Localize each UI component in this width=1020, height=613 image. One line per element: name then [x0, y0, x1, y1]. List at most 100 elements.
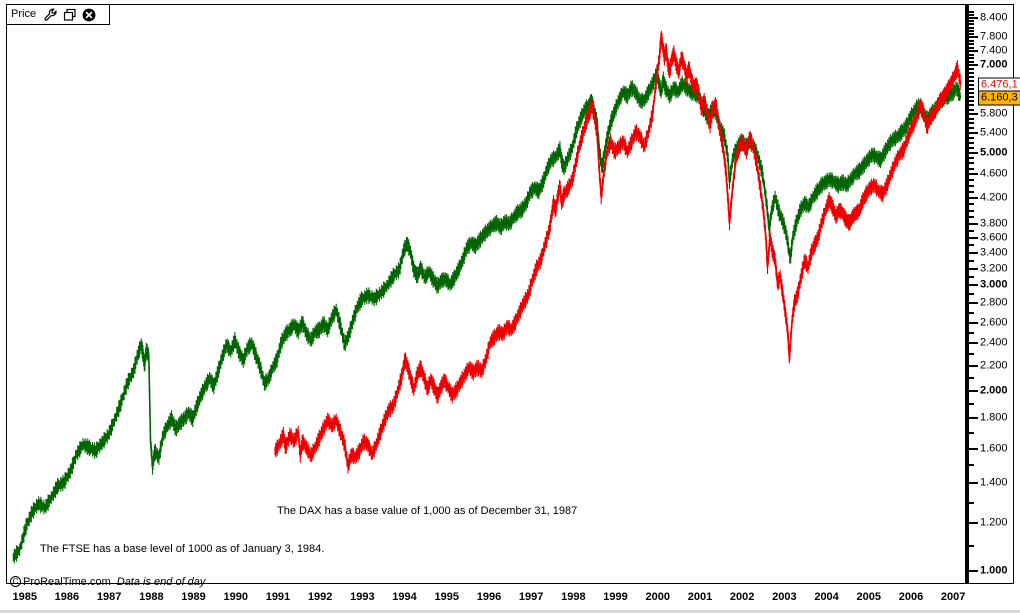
y-tick-minor: [969, 331, 974, 334]
y-axis-label: 5.800: [980, 107, 1008, 120]
x-axis-label: 1999: [603, 591, 628, 603]
y-tick-major: [969, 569, 978, 572]
y-tick-major: [969, 389, 978, 392]
y-tick-minor: [969, 157, 974, 160]
y-axis-label: 2.400: [980, 336, 1008, 349]
x-axis[interactable]: 1985 1986 1987 1988 1989 1990 1991 1992 1993 1994…: [0, 586, 1020, 613]
y-tick-major: [969, 223, 978, 226]
y-tick-minor: [969, 100, 974, 103]
y-axis-label: 3.200: [980, 262, 1008, 275]
y-tick-minor: [969, 46, 974, 49]
y-tick-major: [969, 284, 978, 287]
y-tick-major: [969, 321, 978, 324]
y-axis-label: 1.200: [980, 516, 1008, 529]
y-tick-minor: [969, 83, 974, 86]
y-tick-minor: [969, 95, 974, 98]
x-axis-label: 1987: [96, 591, 122, 603]
price-series-svg: [12, 30, 962, 564]
y-tick-minor: [969, 229, 974, 232]
y-tick-minor: [969, 190, 974, 193]
ftse-price-tag[interactable]: 6.160,3: [978, 90, 1020, 106]
y-tick-major: [969, 173, 978, 176]
data-delay-note: Data is end of day: [116, 576, 206, 588]
x-axis-label: 1996: [476, 591, 502, 603]
y-tick-major: [969, 237, 978, 240]
y-tick-major: [969, 417, 978, 420]
y-axis-label: 1.800: [980, 411, 1008, 424]
y-axis-label: 5.400: [980, 126, 1008, 139]
y-tick-minor: [969, 122, 974, 125]
y-tick-minor: [969, 117, 974, 120]
y-tick-major: [969, 113, 978, 116]
x-axis-label: 1992: [307, 591, 333, 603]
y-axis-label: 4.600: [980, 167, 1008, 180]
y-tick-minor: [969, 60, 974, 63]
copyright-notice: C ProRealTime.com Data is end of day: [10, 576, 205, 588]
x-axis-label: 1988: [139, 591, 164, 603]
y-tick-minor: [969, 79, 974, 82]
y-tick-minor: [969, 353, 974, 356]
y-axis-label: 2.600: [980, 316, 1008, 329]
y-axis[interactable]: 8.400 7.800 7.400 7.000 5.800 5.400 5.000 4.600…: [965, 4, 1020, 584]
y-tick-major: [969, 342, 978, 345]
x-axis-label: 2007: [940, 591, 966, 603]
y-tick-minor: [969, 108, 974, 111]
x-axis-label: 1985: [12, 591, 37, 603]
y-tick-major: [969, 17, 978, 20]
y-tick-minor: [969, 75, 974, 78]
y-axis-label: 3.400: [980, 246, 1008, 259]
series-line-ftse-100: [12, 71, 962, 558]
y-axis-label: 7.800: [980, 30, 1008, 43]
y-tick-minor: [969, 259, 974, 262]
y-tick-major: [969, 131, 978, 134]
dax-base-note: The DAX has a base value of 1,000 as of …: [277, 505, 578, 517]
ftse-base-note: The FTSE has a base level of 1000 as of …: [40, 543, 325, 555]
y-tick-minor: [969, 20, 974, 23]
y-tick-minor: [969, 23, 974, 26]
y-axis-label: 1.000: [980, 564, 1008, 577]
y-tick-minor: [969, 209, 974, 212]
duplicate-icon[interactable]: [62, 7, 78, 23]
y-tick-minor: [969, 127, 974, 130]
y-axis-label: 3.000: [980, 278, 1008, 291]
y-tick-minor: [969, 179, 974, 182]
y-axis-label: 7.000: [980, 58, 1008, 71]
x-axis-label: 1986: [54, 591, 80, 603]
window-bottom-edge: [0, 610, 1020, 613]
y-tick-minor: [969, 39, 974, 42]
chart-plot-area[interactable]: [7, 5, 965, 583]
y-tick-minor: [969, 293, 974, 296]
y-tick-minor: [969, 244, 974, 247]
x-axis-label: 2005: [856, 591, 882, 603]
y-tick-minor: [969, 275, 974, 278]
chart-titlebar: Price: [6, 4, 110, 25]
y-tick-minor: [969, 403, 974, 406]
copyright-icon: C: [10, 576, 21, 587]
x-axis-label: 2002: [729, 591, 755, 603]
y-tick-minor: [969, 203, 974, 206]
y-tick-minor: [969, 68, 974, 71]
y-tick-minor: [969, 431, 974, 434]
y-tick-minor: [969, 91, 974, 94]
y-tick-major: [969, 197, 978, 200]
y-tick-minor: [969, 33, 974, 35]
x-axis-label: 2006: [898, 591, 924, 603]
y-axis-label: 4.200: [980, 191, 1008, 204]
x-axis-label: 1995: [434, 591, 459, 603]
y-tick-major: [969, 364, 978, 367]
y-tick-major: [969, 522, 978, 525]
y-tick-minor: [969, 377, 974, 380]
wrench-icon[interactable]: [43, 7, 59, 23]
y-tick-minor: [969, 167, 974, 170]
y-tick-major: [969, 302, 978, 305]
y-tick-major: [969, 36, 978, 39]
series-bars-dax: [274, 30, 961, 474]
y-tick-minor: [969, 53, 974, 56]
y-axis-label: 8.400: [980, 11, 1008, 24]
y-tick-major: [969, 482, 978, 485]
close-icon[interactable]: [81, 7, 97, 23]
y-tick-minor: [969, 146, 974, 149]
y-tick-minor: [969, 464, 974, 467]
y-tick-minor: [969, 311, 974, 314]
